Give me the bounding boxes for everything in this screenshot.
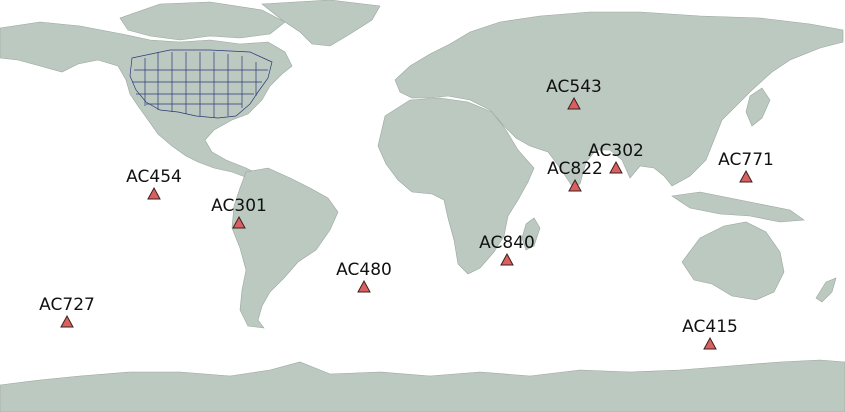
station-label: AC840 <box>479 233 535 253</box>
greenland-land <box>261 0 381 47</box>
us-states-outline <box>129 49 273 119</box>
station-ac480[interactable]: AC480 <box>336 260 392 293</box>
station-label: AC301 <box>211 196 267 216</box>
station-ac727[interactable]: AC727 <box>39 295 95 328</box>
station-ac771[interactable]: AC771 <box>718 150 774 183</box>
station-marker-icon[interactable] <box>60 314 74 328</box>
antarctica-land <box>0 359 845 412</box>
station-label: AC771 <box>718 150 774 170</box>
station-ac454[interactable]: AC454 <box>126 167 182 200</box>
eurasia-land <box>394 11 844 187</box>
station-ac822[interactable]: AC822 <box>547 159 603 192</box>
station-ac301[interactable]: AC301 <box>211 196 267 229</box>
station-marker-icon[interactable] <box>147 186 161 200</box>
station-label: AC454 <box>126 167 182 187</box>
station-marker-icon[interactable] <box>568 178 582 192</box>
station-marker-icon[interactable] <box>739 169 753 183</box>
station-label: AC480 <box>336 260 392 280</box>
station-marker-icon[interactable] <box>232 215 246 229</box>
station-label: AC415 <box>682 317 738 337</box>
station-label: AC727 <box>39 295 95 315</box>
station-ac840[interactable]: AC840 <box>479 233 535 266</box>
us-state-lines <box>132 52 268 118</box>
australia-land <box>681 221 785 301</box>
station-label: AC822 <box>547 159 603 179</box>
station-marker-icon[interactable] <box>357 279 371 293</box>
station-marker-icon[interactable] <box>703 336 717 350</box>
southeast-asia-islands-land <box>671 191 805 223</box>
madagascar-land <box>521 217 541 251</box>
us-state-borders <box>129 49 273 119</box>
station-marker-icon[interactable] <box>567 96 581 110</box>
japan-land <box>745 87 771 127</box>
station-ac302[interactable]: AC302 <box>588 141 644 174</box>
station-ac415[interactable]: AC415 <box>682 317 738 350</box>
africa-land <box>377 97 535 275</box>
station-marker-icon[interactable] <box>609 160 623 174</box>
north-america-land <box>0 21 293 179</box>
arctic-islands-land <box>119 1 286 41</box>
station-marker-icon[interactable] <box>500 252 514 266</box>
station-ac543[interactable]: AC543 <box>546 77 602 110</box>
station-label: AC543 <box>546 77 602 97</box>
south-america-land <box>231 167 339 329</box>
new-zealand-land <box>815 277 837 303</box>
station-label: AC302 <box>588 141 644 161</box>
